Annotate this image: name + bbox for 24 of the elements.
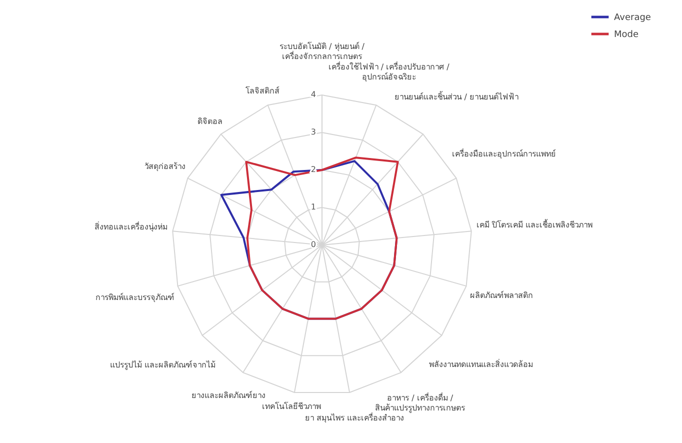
- legend-label: Average: [614, 13, 652, 23]
- spoke-label: เครื่องมือและอุปกรณ์การแพทย์: [452, 147, 556, 158]
- spoke-label: ยา สมุนไพร และเครื่องสำอาง: [304, 411, 404, 422]
- spoke-label: วัสดุก่อสร้าง: [144, 162, 186, 171]
- spoke-label: เคมี ปิโตรเคมี และเชื้อเพลิงชีวภาพ: [476, 218, 592, 230]
- spoke-label: โลจิสติกส์: [246, 86, 280, 96]
- spoke-label: แปรรูปไม้ และผลิตภัณฑ์จากไม้: [110, 359, 216, 370]
- y-tick-label: 1: [310, 202, 316, 212]
- spoke-label: ยางและผลิตภัณฑ์ยาง: [191, 390, 266, 400]
- spoke-label: ดิจิตอล: [197, 116, 222, 126]
- spoke-label: เครื่องใช้ไฟฟ้า / เครื่องปรับอากาศ / อุปกรณ์อัจฉริยะ: [328, 60, 450, 82]
- legend-label: Mode: [614, 30, 639, 40]
- spoke-label: ผลิตภัณฑ์พลาสติก: [470, 290, 533, 300]
- spoke-label: ยานยนต์และชิ้นส่วน / ยานยนต์ไฟฟ้า: [394, 90, 518, 102]
- spoke-label: ระบบอัตโนมัติ / หุ่นยนต์ / เครื่องจักรกลการเกษตร: [279, 41, 365, 61]
- y-tick-label: 3: [310, 128, 316, 136]
- y-tick-label: 2: [310, 165, 316, 174]
- y-tick-label: 4: [310, 90, 316, 99]
- y-tick-label: 0: [310, 240, 316, 249]
- spoke-label: เทคโนโลยีชีวภาพ: [262, 400, 322, 411]
- spoke-label: การพิมพ์และบรรจุภัณฑ์: [96, 292, 175, 302]
- spoke-label: อาหาร / เครื่องดื่ม / สินค้าแปรรูปทางการเกษตร: [375, 391, 466, 414]
- spoke-label: พลังงานทดแทนและสิ่งแวดล้อม: [428, 358, 533, 369]
- spoke-label: สิ่งทอและเครื่องนุ่งห่ม: [94, 220, 168, 232]
